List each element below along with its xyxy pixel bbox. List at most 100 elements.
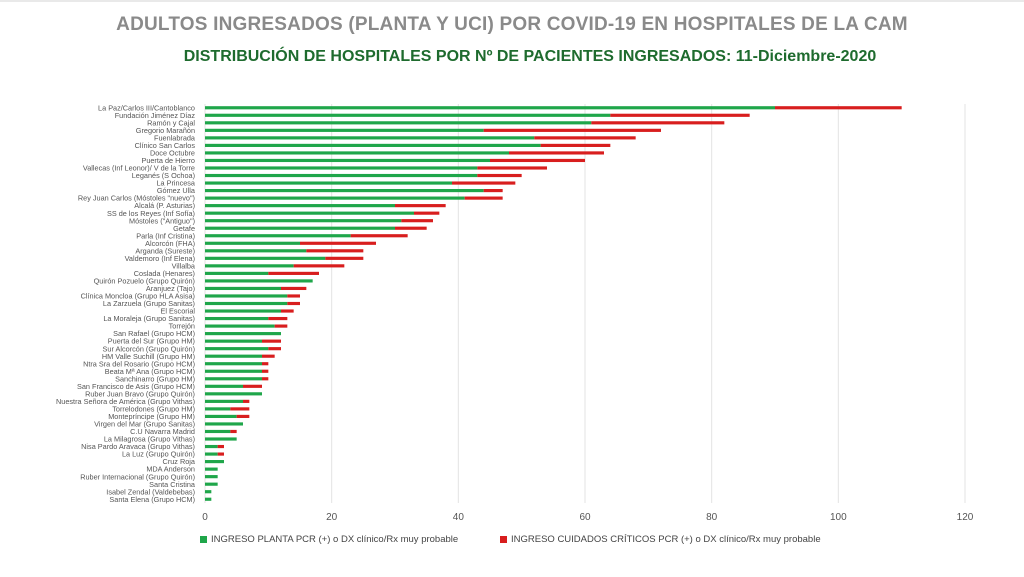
bar-planta <box>205 121 592 125</box>
bar-planta <box>205 286 281 291</box>
category-label: La Luz (Grupo Quirón) <box>122 450 195 459</box>
category-label: Alcorcón (FHA) <box>145 239 195 248</box>
bar-uci <box>281 309 294 313</box>
category-label: Villalba <box>172 261 196 270</box>
bar-planta <box>205 256 326 260</box>
bar-planta <box>205 392 262 396</box>
category-label: Coslada (Henares) <box>134 269 195 278</box>
bar-planta <box>205 113 611 117</box>
bar-uci <box>483 188 503 193</box>
x-tick-label: 120 <box>957 512 974 523</box>
category-label: Torrelodones (Grupo HM) <box>112 404 195 413</box>
bar-uci <box>540 143 611 147</box>
bar-planta <box>205 497 212 501</box>
category-label: Montepríncipe (Grupo HM) <box>108 412 195 421</box>
bar-planta <box>205 264 294 268</box>
bar-planta <box>205 166 478 170</box>
bar-uci <box>268 347 281 351</box>
bar-uci <box>452 181 516 185</box>
category-label: C.U Navarra Madrid <box>130 427 195 436</box>
chart-title: ADULTOS INGRESADOS (PLANTA Y UCI) POR CO… <box>116 14 908 35</box>
bar-uci <box>262 369 269 373</box>
bar-planta <box>205 324 275 328</box>
bar-planta <box>205 377 262 381</box>
category-label: Isabel Zendal (Valdebebas) <box>106 487 195 496</box>
bar-uci <box>268 316 288 321</box>
chart-subtitle: DISTRIBUCIÓN DE HOSPITALES POR Nº DE PAC… <box>183 48 877 65</box>
bar-planta <box>205 204 395 208</box>
bar-planta <box>205 219 402 223</box>
bar-planta <box>205 173 478 178</box>
legend-swatch-planta <box>200 536 207 543</box>
bar-uci <box>262 354 275 358</box>
bar-uci <box>610 113 750 117</box>
bar-planta <box>205 316 269 321</box>
bar-planta <box>205 136 535 140</box>
top-rule <box>0 0 1024 2</box>
category-label: Clínico San Carlos <box>135 141 196 150</box>
bar-planta <box>205 422 243 426</box>
legend-label-uci: INGRESO CUIDADOS CRÍTICOS PCR (+) o DX c… <box>511 534 821 545</box>
bar-planta <box>205 490 212 494</box>
category-label: Torrejón <box>169 322 195 331</box>
bar-uci <box>236 414 250 419</box>
bar-planta <box>205 384 243 388</box>
bar-uci <box>534 136 636 140</box>
category-label: La Moraleja (Grupo Sanitas) <box>103 314 195 323</box>
x-tick-label: 20 <box>326 512 338 523</box>
category-label: Fundación Jiménez Díaz <box>115 111 196 120</box>
bar-planta <box>205 309 281 313</box>
bar-uci <box>591 121 725 125</box>
category-label: Gómez Ulla <box>157 186 196 195</box>
bar-uci <box>300 241 376 245</box>
legend-planta: INGRESO PLANTA PCR (+) o DX clínico/Rx m… <box>200 534 458 545</box>
bar-uci <box>262 339 281 343</box>
bar-planta <box>205 301 288 306</box>
bar-uci <box>775 106 902 110</box>
bar-uci <box>464 196 503 200</box>
bar-uci <box>395 226 427 230</box>
bar-planta <box>205 362 262 366</box>
legend-uci: INGRESO CUIDADOS CRÍTICOS PCR (+) o DX c… <box>500 534 821 545</box>
bar-uci <box>395 204 446 208</box>
bar-planta <box>205 196 465 200</box>
bar-uci <box>401 219 433 223</box>
legend-label-planta: INGRESO PLANTA PCR (+) o DX clínico/Rx m… <box>211 534 459 545</box>
bar-planta <box>205 429 231 434</box>
bar-uci <box>217 444 224 449</box>
bar-planta <box>205 279 313 283</box>
category-label: Aranjuez (Tajo) <box>146 284 195 293</box>
x-tick-label: 0 <box>202 512 208 523</box>
category-label: El Escorial <box>161 307 196 316</box>
bar-planta <box>205 188 484 193</box>
category-label: Leganés (S Ochoa) <box>132 171 195 180</box>
category-label: SS de los Reyes (Inf Sofía) <box>107 209 195 218</box>
category-label: Santa Elena (Grupo HCM) <box>109 495 195 504</box>
category-label: La Princesa <box>156 179 195 188</box>
bar-uci <box>306 249 364 253</box>
bar-uci <box>262 362 269 366</box>
bar-planta <box>205 181 452 185</box>
bar-planta <box>205 271 269 275</box>
bar-uci <box>414 211 440 215</box>
bar-uci <box>287 294 300 298</box>
x-tick-label: 40 <box>453 512 465 523</box>
bar-planta <box>205 467 218 471</box>
bar-planta <box>205 407 231 411</box>
bar-planta <box>205 158 490 163</box>
bar-uci <box>350 234 408 238</box>
bar-planta <box>205 128 484 132</box>
bar-uci <box>287 301 300 306</box>
bar-uci <box>509 151 604 155</box>
category-label: Fuenlabrada <box>154 133 196 142</box>
bar-planta <box>205 414 237 419</box>
x-tick-labels: 0 20 40 60 80 100 120 <box>202 512 974 523</box>
bar-planta <box>205 444 218 449</box>
category-label: Ramón y Cajal <box>147 118 195 127</box>
bar-planta <box>205 460 224 464</box>
category-label: Puerta de Hierro <box>141 156 195 165</box>
category-label: La Paz/Carlos III/Cantoblanco <box>98 103 195 112</box>
bar-planta <box>205 294 288 298</box>
category-label: Ruber Juan Bravo (Grupo Quirón) <box>85 389 195 398</box>
